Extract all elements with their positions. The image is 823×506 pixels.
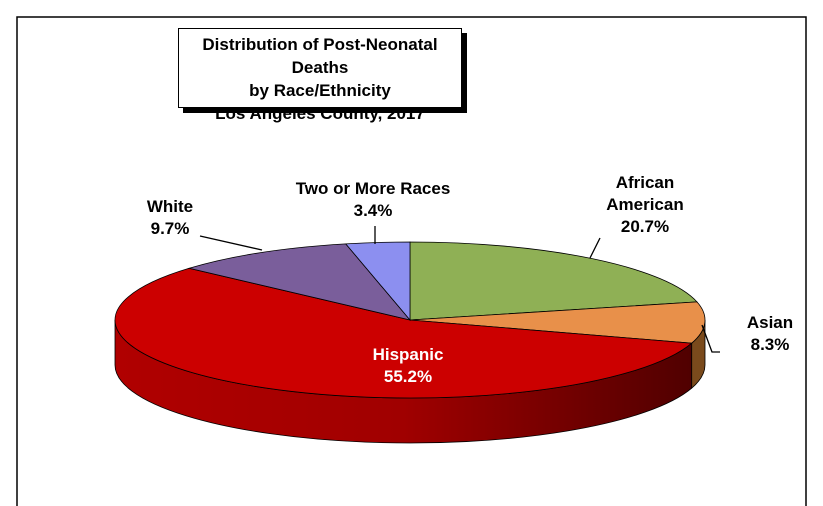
title-line: by Race/Ethnicity — [249, 81, 391, 100]
category-label: Asian — [746, 313, 794, 332]
leader-line — [589, 237, 601, 259]
pie-slice — [409, 241, 698, 321]
value-label: 55.2% — [383, 367, 433, 386]
slice-label: Asian 8.3% — [730, 312, 810, 356]
value-label: 8.3% — [750, 335, 790, 354]
value-label: 9.7% — [150, 219, 190, 238]
title-line: Los Angeles County, 2017 — [215, 104, 425, 123]
pie-slice — [409, 301, 706, 344]
category-label: African American — [606, 173, 684, 214]
leader-lines — [199, 226, 720, 353]
category-label: White — [146, 197, 194, 216]
pie-slice — [114, 267, 693, 399]
leader-line — [199, 235, 263, 251]
frame — [16, 16, 807, 506]
slice-label: Hispanic 55.2% — [348, 344, 468, 388]
title-line: Distribution of Post-Neonatal Deaths — [202, 35, 438, 77]
pie-slice — [187, 243, 412, 321]
pie-tops — [114, 241, 706, 399]
value-label: 20.7% — [620, 217, 670, 236]
category-label: Two or More Races — [295, 179, 451, 198]
category-label: Hispanic — [372, 345, 444, 364]
pie-slice — [344, 241, 411, 322]
leader-line — [701, 324, 720, 353]
slice-label: African American 20.7% — [590, 172, 700, 238]
chart-title: Distribution of Post-Neonatal Deaths by … — [178, 28, 462, 123]
slice-label: White 9.7% — [130, 196, 210, 240]
slice-label: Two or More Races 3.4% — [278, 178, 468, 222]
value-label: 3.4% — [353, 201, 393, 220]
